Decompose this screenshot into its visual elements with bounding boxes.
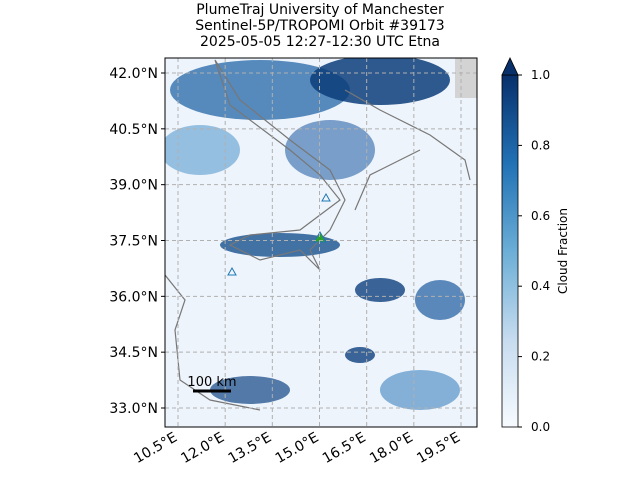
colorbar [501, 74, 519, 428]
lat-label: 42.0°N [109, 66, 158, 82]
colorbar-tick-label: 0.8 [531, 138, 550, 152]
title-line: 2025-05-05 12:27-12:30 UTC Etna [200, 34, 440, 50]
lon-label: 16.5°E [320, 430, 369, 467]
map-field [165, 58, 477, 427]
lon-label: 19.5°E [414, 430, 463, 467]
colorbar-tick-label: 0.4 [531, 279, 550, 293]
lat-label: 36.0°N [109, 289, 158, 305]
lon-label: 10.5°E [131, 430, 180, 467]
lat-label: 33.0°N [109, 401, 158, 417]
lon-label: 15.0°E [273, 430, 322, 467]
lon-label: 18.0°E [367, 430, 416, 467]
title-line: PlumeTraj University of Manchester [196, 2, 444, 18]
lon-label: 12.0°E [178, 430, 227, 467]
colorbar-extend [501, 57, 519, 76]
title-line: Sentinel-5P/TROPOMI Orbit #39173 [195, 18, 444, 34]
colorbar-tick-label: 0.2 [531, 350, 550, 364]
lat-label: 40.5°N [109, 122, 158, 138]
scale-bar-label: 100 km [187, 375, 236, 390]
colorbar-label: Cloud Fraction [556, 208, 570, 294]
colorbar-tick-label: 0.0 [531, 420, 550, 434]
lat-label: 34.5°N [109, 345, 158, 361]
lat-label: 37.5°N [109, 234, 158, 250]
colorbar-tick-label: 1.0 [531, 68, 550, 82]
colorbar-tick-label: 0.6 [531, 209, 550, 223]
map-frame [164, 57, 478, 428]
lat-label: 39.0°N [109, 178, 158, 194]
lon-label: 13.5°E [226, 430, 275, 467]
